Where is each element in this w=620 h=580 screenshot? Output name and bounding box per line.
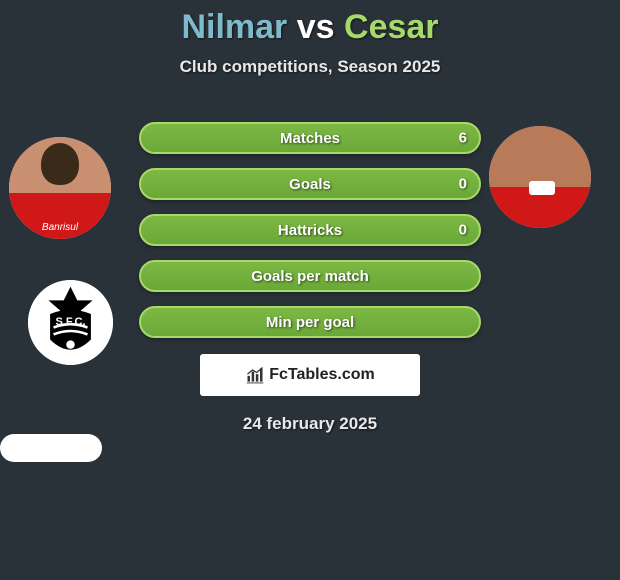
stat-row: Hattricks 0 xyxy=(139,214,481,246)
subtitle: Club competitions, Season 2025 xyxy=(0,57,620,77)
player2-avatar xyxy=(489,126,591,228)
player1-name: Nilmar xyxy=(181,8,287,46)
date-label: 24 february 2025 xyxy=(0,414,620,434)
logo-text: FcTables.com xyxy=(269,366,375,384)
stat-label: Goals per match xyxy=(251,268,369,285)
stat-label: Matches xyxy=(280,130,340,147)
stat-row: Matches 6 xyxy=(139,122,481,154)
santos-crest: S.F.C. xyxy=(28,280,113,365)
stat-label: Goals xyxy=(289,176,331,193)
player2-avatar-img xyxy=(489,126,591,228)
stat-value-right: 0 xyxy=(459,176,467,193)
page-title: Nilmar vs Cesar xyxy=(0,8,620,47)
stat-label: Hattricks xyxy=(278,222,342,239)
stat-row: Min per goal xyxy=(139,306,481,338)
fctables-logo[interactable]: FcTables.com xyxy=(200,354,420,396)
player2-name: Cesar xyxy=(344,8,439,46)
player2-club-badge xyxy=(0,434,102,462)
player1-avatar xyxy=(9,137,111,239)
chart-icon xyxy=(245,365,265,385)
stats-list: Matches 6 Goals 0 Hattricks 0 Goals per match M… xyxy=(139,122,481,338)
stat-value-right: 0 xyxy=(459,222,467,239)
player1-club-badge: S.F.C. xyxy=(28,280,113,365)
vs-separator: vs xyxy=(297,8,335,46)
stat-label: Min per goal xyxy=(266,314,354,331)
stat-value-right: 6 xyxy=(459,130,467,147)
stat-row: Goals 0 xyxy=(139,168,481,200)
stat-row: Goals per match xyxy=(139,260,481,292)
player1-avatar-img xyxy=(9,137,111,239)
